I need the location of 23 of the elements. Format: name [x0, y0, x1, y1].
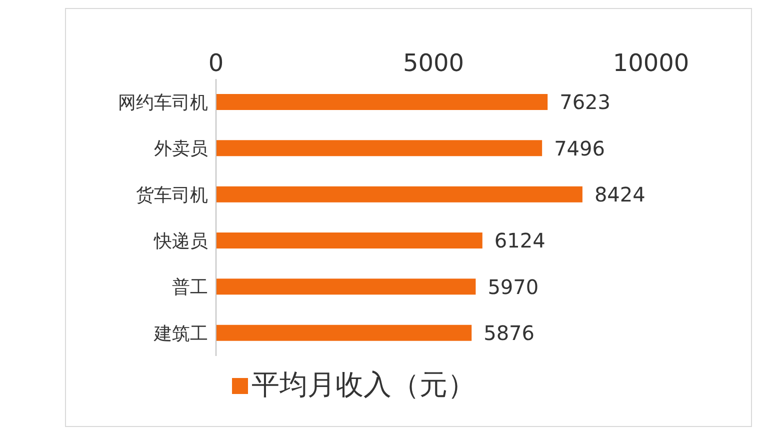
data-label: 7623 [560, 90, 611, 114]
bar [216, 186, 582, 202]
x-tick-label: 10000 [612, 49, 690, 77]
bar [216, 94, 548, 110]
y-tick-label: 网约车司机 [118, 92, 208, 114]
y-tick-label: 普工 [172, 277, 208, 298]
y-tick-label: 货车司机 [136, 184, 208, 206]
x-tick-label: 5000 [402, 49, 464, 77]
data-label: 5876 [484, 320, 535, 345]
legend-label: 平均月收入（元） [252, 368, 476, 401]
x-tick-label: 0 [208, 49, 224, 77]
data-label: 6124 [494, 228, 546, 253]
bar [216, 232, 482, 248]
bar [216, 140, 542, 156]
data-label: 8424 [594, 182, 646, 206]
y-tick-label: 快递员 [153, 230, 208, 252]
chart-frame: 平均月收入（元） 0 5000 10000 网约车司机 外卖员 货车司机 快递员 普工 建筑工 7623 7496 8424 6124 5970 5876 [65, 8, 752, 427]
y-tick-label: 外卖员 [154, 138, 208, 160]
bar [216, 324, 472, 341]
data-label: 7496 [554, 136, 605, 160]
y-tick-label: 建筑工 [153, 323, 208, 344]
bar [216, 278, 476, 295]
data-label: 5970 [488, 274, 539, 299]
